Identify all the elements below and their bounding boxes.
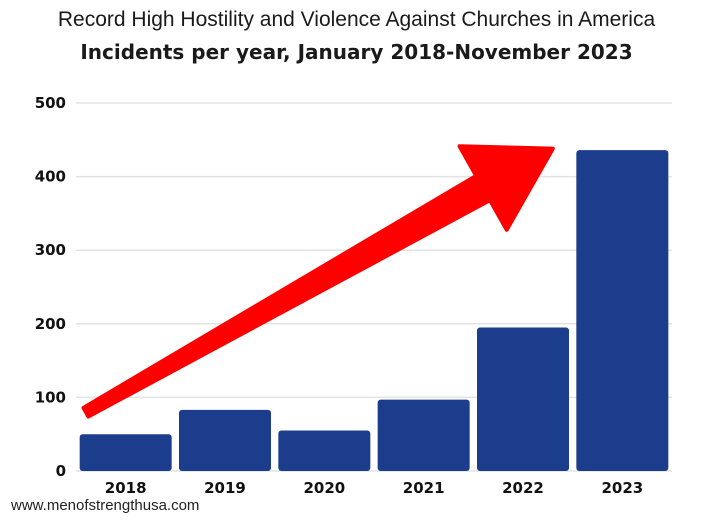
source-credit: www.menofstrengthusa.com (11, 497, 200, 514)
gridlines (76, 102, 672, 472)
y-tick-label: 300 (35, 241, 66, 259)
bar-2019 (179, 409, 271, 471)
x-tick-label: 2021 (403, 479, 445, 497)
x-tick-label: 2018 (105, 479, 147, 497)
bar-2018 (79, 434, 172, 471)
chart-title: Record High Hostility and Violence Again… (57, 8, 656, 31)
x-tick-label: 2022 (502, 479, 544, 497)
y-axis-ticks: 0 100 200 300 400 500 (35, 94, 66, 480)
bar-2021 (377, 399, 470, 471)
y-tick-label: 400 (35, 168, 66, 186)
x-tick-label: 2019 (204, 479, 246, 497)
red-arrow (81, 144, 555, 419)
x-tick-label: 2020 (303, 479, 345, 497)
trend-arrow (81, 144, 555, 419)
y-tick-label: 500 (35, 94, 66, 112)
bars (79, 150, 669, 471)
y-tick-label: 0 (56, 462, 66, 480)
y-tick-label: 200 (35, 315, 66, 333)
y-tick-label: 100 (35, 388, 66, 406)
bar-2022 (477, 327, 569, 471)
bar-2020 (278, 430, 371, 471)
x-axis-ticks: 2018 2019 2020 2021 2022 2023 (105, 479, 643, 497)
x-tick-label: 2023 (601, 479, 643, 497)
chart-subtitle: Incidents per year, January 2018-Novembe… (80, 40, 633, 64)
bar-2023 (576, 150, 669, 471)
